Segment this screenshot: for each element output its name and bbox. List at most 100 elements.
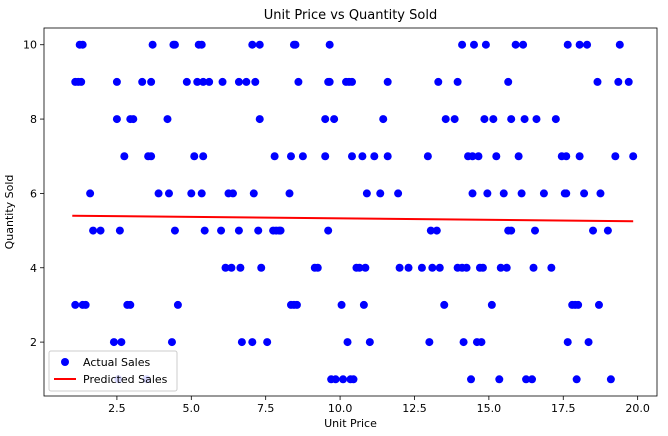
data-point-actual-sales xyxy=(190,152,199,161)
data-point-actual-sales xyxy=(355,263,364,272)
data-point-actual-sales xyxy=(477,338,486,347)
y-tick-label: 4 xyxy=(30,262,37,275)
data-point-actual-sales xyxy=(603,226,612,235)
x-tick-label: 7.5 xyxy=(257,402,275,415)
data-point-actual-sales xyxy=(147,152,156,161)
data-point-actual-sales xyxy=(417,263,426,272)
x-axis-label: Unit Price xyxy=(324,417,377,430)
data-point-actual-sales xyxy=(298,152,307,161)
data-point-actual-sales xyxy=(358,152,367,161)
data-point-actual-sales xyxy=(200,226,209,235)
data-point-actual-sales xyxy=(589,226,598,235)
data-point-actual-sales xyxy=(495,375,504,384)
data-point-actual-sales xyxy=(517,189,526,198)
data-point-actual-sales xyxy=(343,338,352,347)
data-point-actual-sales xyxy=(528,375,537,384)
data-point-actual-sales xyxy=(615,40,624,49)
data-point-actual-sales xyxy=(254,226,263,235)
data-point-actual-sales xyxy=(404,263,413,272)
x-tick-label: 2.5 xyxy=(108,402,126,415)
data-point-actual-sales xyxy=(435,263,444,272)
data-point-actual-sales xyxy=(426,226,435,235)
predicted-sales-line xyxy=(72,214,634,223)
data-point-actual-sales xyxy=(199,77,208,86)
data-point-actual-sales xyxy=(624,77,633,86)
data-point-actual-sales xyxy=(349,375,358,384)
data-point-actual-sales xyxy=(330,115,339,124)
data-point-actual-sales xyxy=(481,40,490,49)
data-point-actual-sales xyxy=(502,263,511,272)
legend-label-actual-sales: Actual Sales xyxy=(83,356,151,369)
data-point-actual-sales xyxy=(428,263,437,272)
data-point-actual-sales xyxy=(294,77,303,86)
data-point-actual-sales xyxy=(562,152,571,161)
data-point-actual-sales xyxy=(359,300,368,309)
data-point-actual-sales xyxy=(574,300,583,309)
data-point-actual-sales xyxy=(423,152,432,161)
data-point-actual-sales xyxy=(606,375,615,384)
data-point-actual-sales xyxy=(182,77,191,86)
data-point-actual-sales xyxy=(361,263,370,272)
data-point-actual-sales xyxy=(379,115,388,124)
data-point-actual-sales xyxy=(263,338,272,347)
data-point-actual-sales xyxy=(187,189,196,198)
y-tick-label: 6 xyxy=(30,187,37,200)
data-point-actual-sales xyxy=(531,226,539,235)
data-point-actual-sales xyxy=(474,152,483,161)
data-point-actual-sales xyxy=(492,152,501,161)
data-point-actual-sales xyxy=(199,152,208,161)
data-point-actual-sales xyxy=(580,189,589,198)
data-point-actual-sales xyxy=(255,115,264,124)
data-point-actual-sales xyxy=(321,115,330,124)
axes: 2.5 5.0 7.5 10.0 12.5 15.0 17.5 20.0 2 4 6 8 10 xyxy=(23,27,658,415)
data-point-actual-sales xyxy=(489,115,498,124)
data-point-actual-sales xyxy=(117,338,126,347)
data-point-actual-sales xyxy=(248,338,257,347)
data-point-actual-sales xyxy=(221,263,230,272)
data-point-actual-sales xyxy=(148,40,157,49)
x-tick-label: 15.0 xyxy=(477,402,502,415)
data-point-actual-sales xyxy=(197,40,206,49)
data-point-actual-sales xyxy=(611,152,620,161)
data-point-actual-sales xyxy=(478,263,487,272)
data-point-actual-sales xyxy=(276,226,285,235)
data-point-actual-sales xyxy=(115,226,124,235)
data-point-actual-sales xyxy=(507,226,516,235)
data-point-actual-sales xyxy=(383,77,392,86)
data-point-actual-sales xyxy=(362,189,371,198)
data-point-actual-sales xyxy=(504,77,513,86)
data-point-actual-sales xyxy=(89,226,98,235)
data-point-actual-sales xyxy=(468,152,477,161)
data-point-actual-sales xyxy=(383,152,392,161)
data-point-actual-sales xyxy=(164,189,173,198)
data-point-actual-sales xyxy=(96,226,105,235)
data-point-actual-sales xyxy=(519,40,528,49)
data-point-actual-sales xyxy=(462,263,471,272)
data-point-actual-sales xyxy=(520,115,529,124)
data-point-actual-sales xyxy=(234,226,243,235)
data-point-actual-sales xyxy=(480,115,489,124)
data-point-actual-sales xyxy=(441,115,450,124)
data-point-actual-sales xyxy=(325,40,334,49)
data-point-actual-sales xyxy=(394,189,403,198)
data-point-actual-sales xyxy=(257,263,266,272)
data-point-actual-sales xyxy=(339,375,348,384)
data-point-actual-sales xyxy=(453,77,462,86)
data-point-actual-sales xyxy=(425,338,434,347)
data-point-actual-sales xyxy=(434,77,443,86)
data-point-actual-sales xyxy=(614,77,623,86)
chart-title: Unit Price vs Quantity Sold xyxy=(264,8,437,23)
data-point-actual-sales xyxy=(227,263,236,272)
data-point-actual-sales xyxy=(255,40,264,49)
legend-marker-actual-sales xyxy=(61,358,69,366)
data-point-actual-sales xyxy=(458,40,467,49)
data-point-actual-sales xyxy=(251,77,260,86)
legend-label-predicted-sales: Predicted Sales xyxy=(83,373,168,386)
data-point-actual-sales xyxy=(459,338,468,347)
x-tick-label: 10.0 xyxy=(328,402,353,415)
data-point-actual-sales xyxy=(147,77,156,86)
data-point-actual-sales xyxy=(109,338,118,347)
data-point-actual-sales xyxy=(325,77,334,86)
legend: Actual Sales Predicted Sales xyxy=(48,350,178,392)
